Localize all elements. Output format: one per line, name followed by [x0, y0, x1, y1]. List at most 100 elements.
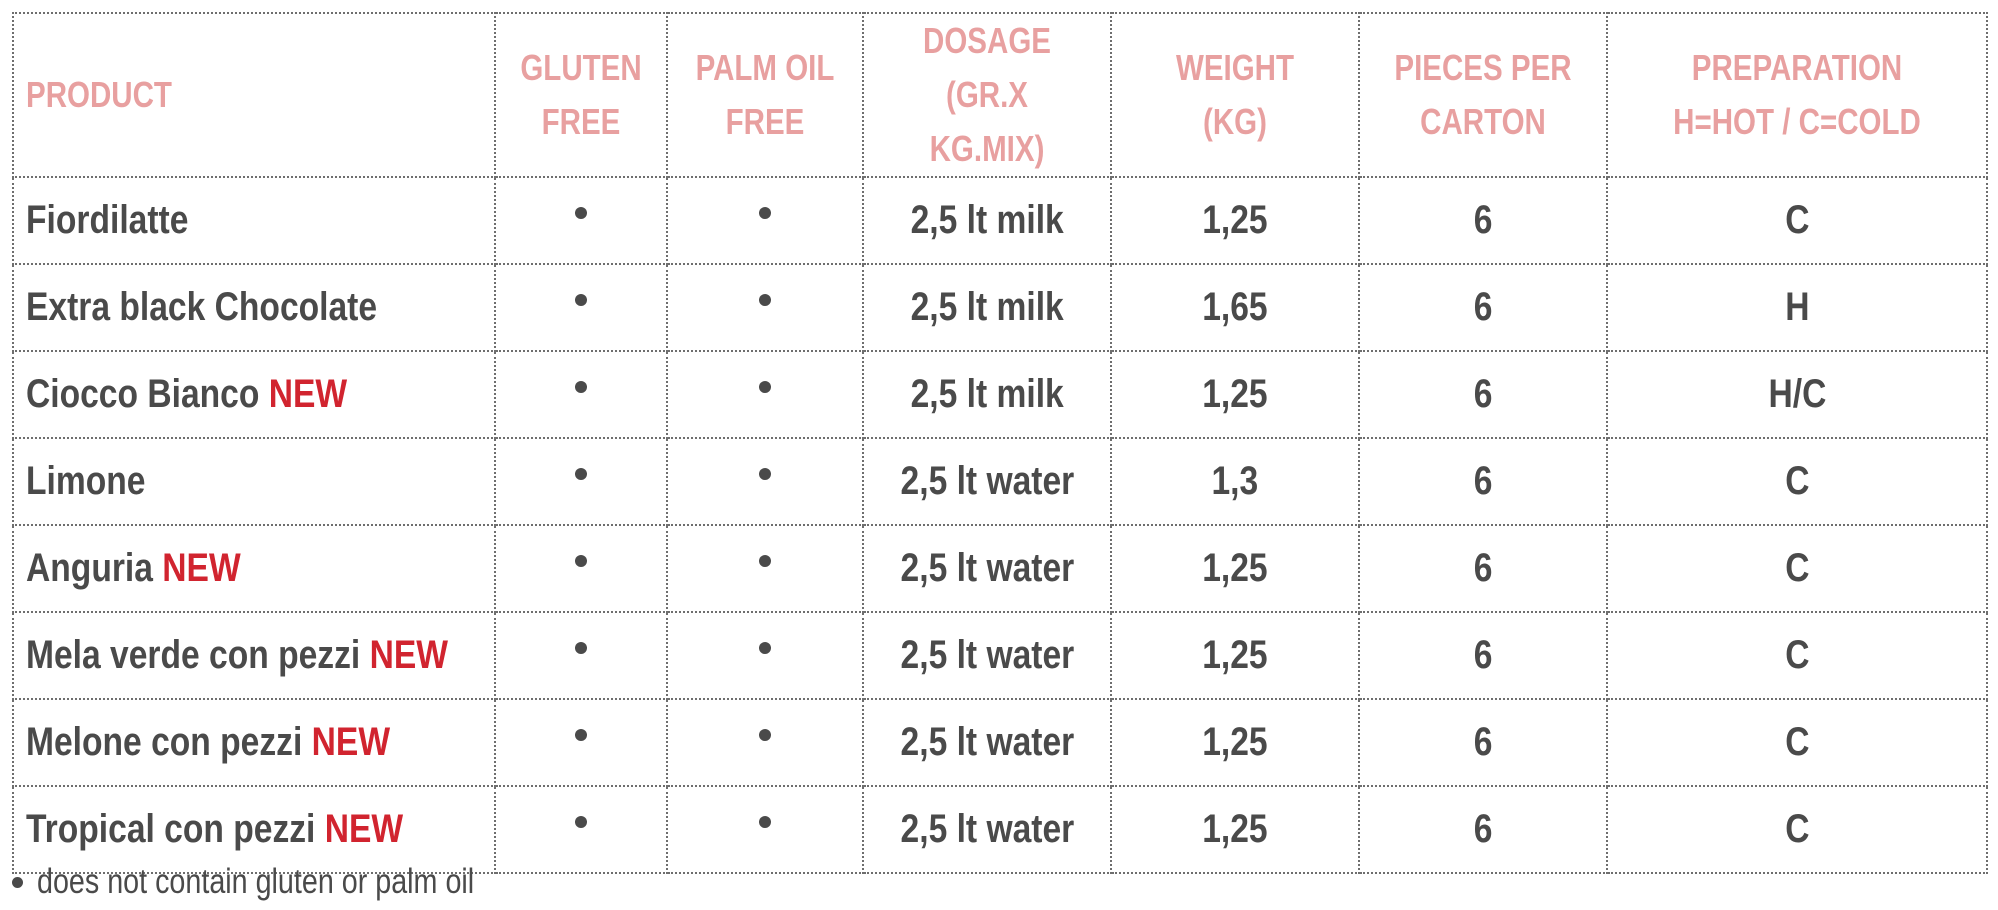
cell-weight-value: 1,3: [1211, 459, 1259, 503]
product-name-wrap: Mela verde con pezzi NEW: [26, 633, 448, 678]
table-row: Extra black Chocolate 2,5 lt milk 1,65 6 H: [12, 263, 1988, 352]
bullet-icon: [759, 294, 771, 306]
product-name-wrap: Tropical con pezzi NEW: [26, 807, 403, 852]
product-name-wrap: Fiordilatte: [26, 198, 188, 243]
bullet-icon: [575, 381, 587, 393]
product-table-container: PRODUCT GLUTEN FREE PALM OIL FREE DOSAGE…: [12, 12, 1988, 874]
header-preparation-line-2: H=HOT / C=COLD: [1673, 101, 1921, 142]
cell-product: Fiordilatte: [12, 176, 496, 265]
cell-pieces-value: 6: [1473, 633, 1493, 677]
table-row: Ciocco Bianco NEW 2,5 lt milk 1,25 6 H/C: [12, 350, 1988, 439]
cell-weight: 1,25: [1110, 350, 1360, 439]
header-dosage-line-2: (GR.X KG.MIX): [929, 74, 1045, 169]
cell-preparation: C: [1606, 524, 1988, 613]
cell-palm-oil-free: [666, 524, 864, 613]
cell-product: Limone: [12, 437, 496, 526]
new-badge: NEW: [162, 546, 241, 590]
product-name-wrap: Ciocco Bianco NEW: [26, 372, 347, 417]
header-product: PRODUCT: [12, 12, 496, 178]
cell-weight: 1,25: [1110, 524, 1360, 613]
cell-gluten-free: [494, 785, 668, 874]
header-weight-line-2: (KG): [1203, 101, 1267, 142]
cell-preparation: H: [1606, 263, 1988, 352]
cell-dosage-value: 2,5 lt water: [900, 720, 1074, 764]
header-weight-line-1: WEIGHT: [1175, 47, 1295, 88]
product-name: Limone: [26, 459, 146, 503]
header-palm-oil-free-line-1: PALM OIL: [695, 47, 835, 88]
footnote: does not contain gluten or palm oil: [12, 862, 570, 902]
cell-preparation-value: C: [1784, 807, 1810, 851]
cell-weight: 1,25: [1110, 698, 1360, 787]
product-name-wrap: Limone: [26, 459, 145, 504]
product-table: PRODUCT GLUTEN FREE PALM OIL FREE DOSAGE…: [12, 12, 1988, 874]
cell-pieces: 6: [1358, 611, 1608, 700]
cell-dosage: 2,5 lt water: [862, 611, 1112, 700]
header-weight: WEIGHT (KG): [1110, 12, 1360, 178]
cell-pieces: 6: [1358, 176, 1608, 265]
cell-dosage: 2,5 lt milk: [862, 350, 1112, 439]
cell-product: Extra black Chocolate: [12, 263, 496, 352]
table-row: Mela verde con pezzi NEW 2,5 lt water 1,25…: [12, 611, 1988, 700]
header-dosage-line-1: DOSAGE: [923, 20, 1051, 61]
cell-preparation: H/C: [1606, 350, 1988, 439]
bullet-icon: [759, 816, 771, 828]
cell-dosage-value: 2,5 lt water: [900, 807, 1074, 851]
new-badge: NEW: [369, 633, 448, 677]
cell-dosage-value: 2,5 lt milk: [910, 285, 1064, 329]
cell-dosage: 2,5 lt water: [862, 437, 1112, 526]
header-pieces-line-2: CARTON: [1420, 101, 1546, 142]
cell-pieces: 6: [1358, 263, 1608, 352]
cell-pieces: 6: [1358, 524, 1608, 613]
header-gluten-free-line-2: FREE: [541, 101, 621, 142]
cell-gluten-free: [494, 698, 668, 787]
table-row: Tropical con pezzi NEW 2,5 lt water 1,25 6 C: [12, 785, 1988, 874]
cell-dosage-value: 2,5 lt milk: [910, 198, 1064, 242]
cell-palm-oil-free: [666, 350, 864, 439]
cell-preparation: C: [1606, 437, 1988, 526]
bullet-icon: [759, 207, 771, 219]
product-name-wrap: Anguria NEW: [26, 546, 241, 591]
bullet-icon: [575, 207, 587, 219]
cell-gluten-free: [494, 524, 668, 613]
cell-gluten-free: [494, 611, 668, 700]
bullet-icon: [759, 555, 771, 567]
cell-weight: 1,25: [1110, 176, 1360, 265]
cell-preparation-value: C: [1784, 459, 1810, 503]
cell-pieces: 6: [1358, 350, 1608, 439]
cell-dosage: 2,5 lt water: [862, 698, 1112, 787]
cell-dosage: 2,5 lt water: [862, 524, 1112, 613]
header-pieces-per-carton: PIECES PER CARTON: [1358, 12, 1608, 178]
cell-pieces: 6: [1358, 785, 1608, 874]
cell-weight: 1,65: [1110, 263, 1360, 352]
table-row: Anguria NEW 2,5 lt water 1,25 6 C: [12, 524, 1988, 613]
new-badge: NEW: [324, 807, 404, 851]
cell-palm-oil-free: [666, 176, 864, 265]
cell-weight-value: 1,25: [1202, 807, 1268, 851]
cell-dosage-value: 2,5 lt milk: [910, 372, 1064, 416]
cell-dosage-value: 2,5 lt water: [900, 633, 1074, 677]
header-gluten-free-line-1: GLUTEN: [520, 47, 642, 88]
cell-product: Anguria NEW: [12, 524, 496, 613]
bullet-icon: [575, 294, 587, 306]
cell-weight: 1,25: [1110, 611, 1360, 700]
header-dosage: DOSAGE (GR.X KG.MIX): [862, 12, 1112, 178]
cell-palm-oil-free: [666, 437, 864, 526]
product-name: Ciocco Bianco: [26, 372, 269, 416]
bullet-icon: [575, 555, 587, 567]
header-preparation-line-1: PREPARATION: [1691, 47, 1903, 88]
cell-gluten-free: [494, 176, 668, 265]
cell-preparation: C: [1606, 785, 1988, 874]
cell-preparation-value: C: [1784, 633, 1810, 677]
table-row: Fiordilatte 2,5 lt milk 1,25 6 C: [12, 176, 1988, 265]
header-product-line-1: PRODUCT: [26, 74, 172, 115]
new-badge: NEW: [311, 720, 391, 764]
cell-pieces-value: 6: [1473, 285, 1493, 329]
cell-palm-oil-free: [666, 611, 864, 700]
cell-weight-value: 1,25: [1202, 720, 1268, 764]
cell-pieces-value: 6: [1473, 720, 1493, 764]
product-name: Anguria: [26, 546, 163, 590]
product-name-wrap: Extra black Chocolate: [26, 285, 377, 330]
cell-preparation-value: C: [1784, 720, 1810, 764]
cell-weight-value: 1,65: [1202, 285, 1268, 329]
bullet-icon: [12, 876, 23, 888]
